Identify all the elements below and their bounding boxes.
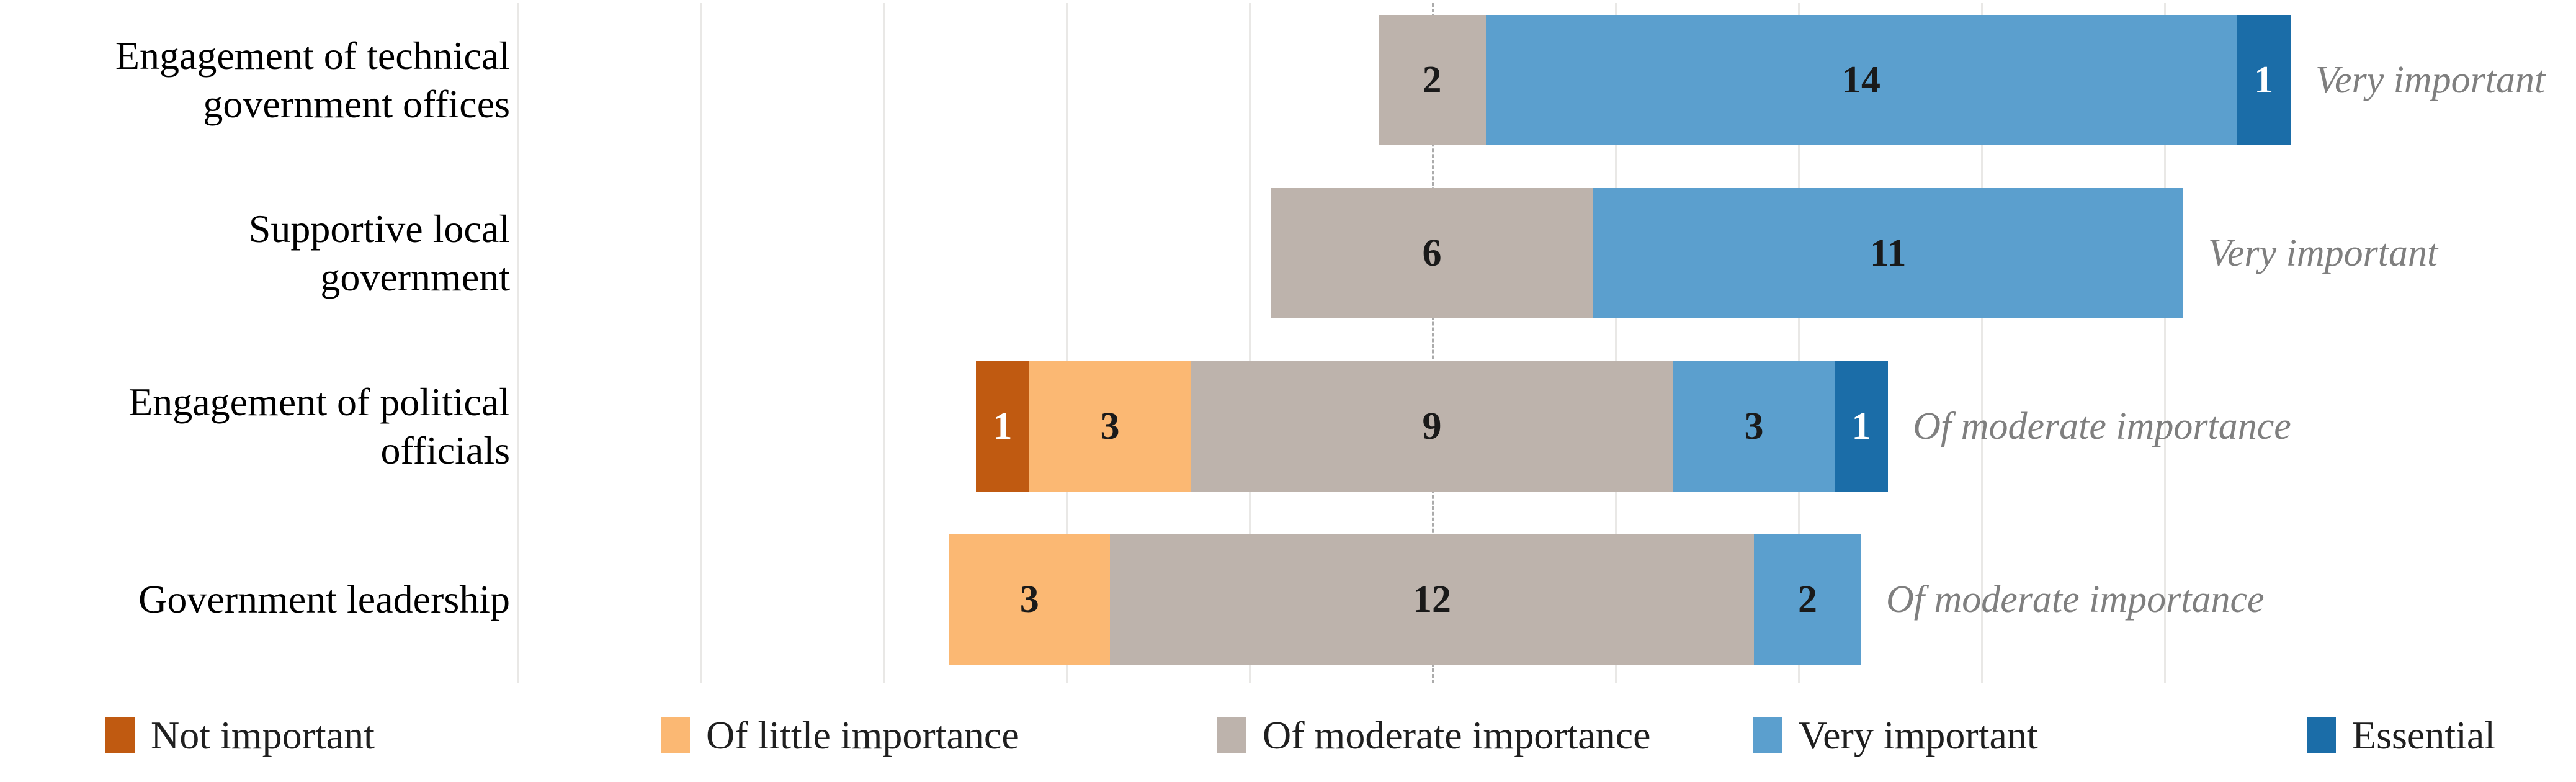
category-label-text: Engagement of political officials xyxy=(128,379,510,472)
legend-item-very-important: Very important xyxy=(1753,713,2038,757)
segment-value-label: 12 xyxy=(1413,578,1451,621)
gridline xyxy=(1249,3,1251,683)
bar-segment-essential: 1 xyxy=(2237,15,2291,145)
bar-segment-essential: 1 xyxy=(1834,361,1889,492)
center-dashed-line xyxy=(1432,3,1434,683)
legend-swatch-not-important xyxy=(105,717,135,753)
legend-label: Very important xyxy=(1799,713,2038,757)
legend-item-of-moderate-importance: Of moderate importance xyxy=(1217,713,1651,757)
legend-swatch-very-important xyxy=(1753,717,1782,753)
gridline xyxy=(1798,3,1800,683)
segment-value-label: 2 xyxy=(1798,578,1817,621)
segment-value-label: 3 xyxy=(1019,578,1039,621)
category-label: Supportive local government xyxy=(0,188,510,318)
bar-segment-very-important: 11 xyxy=(1593,188,2183,318)
legend-label: Not important xyxy=(151,713,375,757)
category-label: Engagement of political officials xyxy=(0,361,510,492)
segment-value-label: 3 xyxy=(1744,405,1764,447)
category-label: Government leadership xyxy=(0,534,510,665)
segment-value-label: 2 xyxy=(1422,58,1442,101)
gridline xyxy=(883,3,885,683)
bar-segment-of-little-importance: 3 xyxy=(1029,361,1191,492)
row-annotation: Very important xyxy=(2315,58,2546,101)
legend-label: Of moderate importance xyxy=(1263,713,1651,757)
gridline xyxy=(1981,3,1983,683)
legend-swatch-of-little-importance xyxy=(661,717,690,753)
gridline xyxy=(2164,3,2166,683)
bar-segment-of-moderate-importance: 6 xyxy=(1271,188,1593,318)
legend-label: Of little importance xyxy=(706,713,1019,757)
bar-segment-of-moderate-importance: 9 xyxy=(1190,361,1674,492)
legend-item-not-important: Not important xyxy=(105,713,375,757)
legend-item-of-little-importance: Of little importance xyxy=(661,713,1019,757)
segment-value-label: 9 xyxy=(1422,405,1442,447)
category-label-text: Engagement of technical government offic… xyxy=(115,33,510,126)
segment-value-label: 14 xyxy=(1842,58,1881,101)
bar-segment-very-important: 3 xyxy=(1673,361,1835,492)
segment-value-label: 1 xyxy=(2254,58,2274,101)
row-annotation: Of moderate importance xyxy=(1913,405,2291,447)
gridline xyxy=(1615,3,1617,683)
bar-segment-of-moderate-importance: 2 xyxy=(1378,15,1486,145)
row-annotation: Of moderate importance xyxy=(1886,578,2265,621)
gridline xyxy=(700,3,702,683)
gridline xyxy=(517,3,519,683)
bar-segment-of-moderate-importance: 12 xyxy=(1110,534,1754,665)
bar-segment-not-important: 1 xyxy=(975,361,1030,492)
segment-value-label: 6 xyxy=(1422,231,1442,274)
row-annotation: Very important xyxy=(2208,231,2438,274)
bar-segment-very-important: 14 xyxy=(1485,15,2237,145)
bar-segment-of-little-importance: 3 xyxy=(949,534,1110,665)
category-label: Engagement of technical government offic… xyxy=(0,15,510,145)
legend-item-essential: Essential xyxy=(2307,713,2496,757)
legend-swatch-essential xyxy=(2307,717,2336,753)
segment-value-label: 1 xyxy=(1851,405,1871,447)
segment-value-label: 11 xyxy=(1869,231,1907,274)
bar-segment-very-important: 2 xyxy=(1754,534,1861,665)
category-label-text: Supportive local government xyxy=(248,206,510,299)
segment-value-label: 1 xyxy=(993,405,1013,447)
segment-value-label: 3 xyxy=(1100,405,1120,447)
gridline xyxy=(1066,3,1068,683)
legend-swatch-of-moderate-importance xyxy=(1217,717,1246,753)
category-label-text: Government leadership xyxy=(138,577,510,621)
legend-label: Essential xyxy=(2352,713,2496,757)
